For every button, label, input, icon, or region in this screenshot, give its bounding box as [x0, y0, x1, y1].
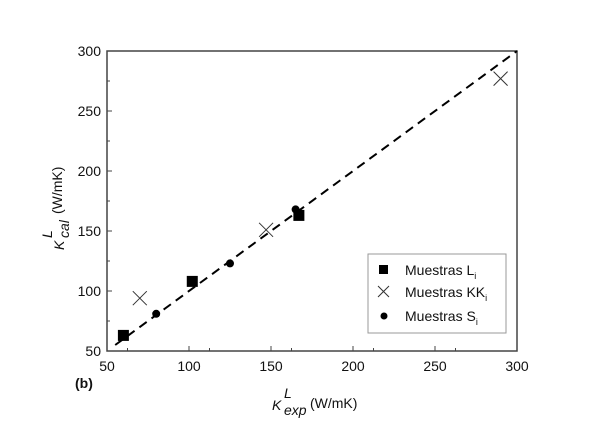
legend-label-kk: Muestras KKi	[405, 284, 487, 303]
x-tick-label: 50	[99, 358, 115, 374]
data-point-cross	[493, 71, 508, 86]
legend-circle-marker	[380, 312, 388, 320]
data-point-circle	[226, 259, 234, 268]
x-tick-label: 150	[259, 358, 283, 374]
y-tick-label: 250	[78, 103, 102, 119]
data-point-circle	[152, 309, 161, 318]
x-tick-label: 300	[505, 358, 529, 374]
y-tick-label: 300	[78, 43, 102, 59]
y-tick-label: 150	[78, 223, 102, 239]
y-axis-symbol: K	[51, 240, 67, 250]
data-point-square	[293, 209, 305, 221]
y-tick-label: 200	[78, 163, 102, 179]
x-tick-label: 250	[423, 358, 447, 374]
y-axis-label: K L cal (W/mK)	[39, 167, 72, 250]
x-axis-sub: exp	[284, 402, 307, 418]
data-point-cross	[132, 290, 148, 306]
x-axis-unit: (W/mK)	[310, 395, 357, 411]
data-point-circle	[291, 205, 300, 214]
legend-cross-marker	[377, 285, 390, 298]
y-tick-label: 50	[85, 343, 101, 359]
data-point-square	[117, 329, 129, 341]
x-tick-label: 100	[177, 358, 201, 374]
data-point-cross	[258, 222, 274, 238]
panel-label: (b)	[75, 375, 93, 391]
y-axis-sub: cal	[56, 219, 72, 238]
legend-label-s: Muestras Si	[405, 308, 478, 327]
reference-line-y-equals-x	[114, 50, 518, 346]
y-axis-unit: (W/mK)	[49, 167, 65, 214]
x-axis-label: K L exp (W/mK)	[272, 385, 357, 418]
data-point-square	[186, 275, 198, 287]
legend-label-l: Muestras Li	[405, 262, 476, 281]
legend: Muestras Li Muestras KKi Muestras Si	[367, 253, 507, 334]
x-axis-symbol: K	[272, 397, 282, 413]
y-tick-label: 100	[78, 283, 102, 299]
x-axis-sup: L	[284, 385, 292, 401]
y-axis-sup: L	[39, 230, 55, 238]
legend-square-marker	[379, 265, 388, 274]
x-tick-label: 200	[341, 358, 365, 374]
